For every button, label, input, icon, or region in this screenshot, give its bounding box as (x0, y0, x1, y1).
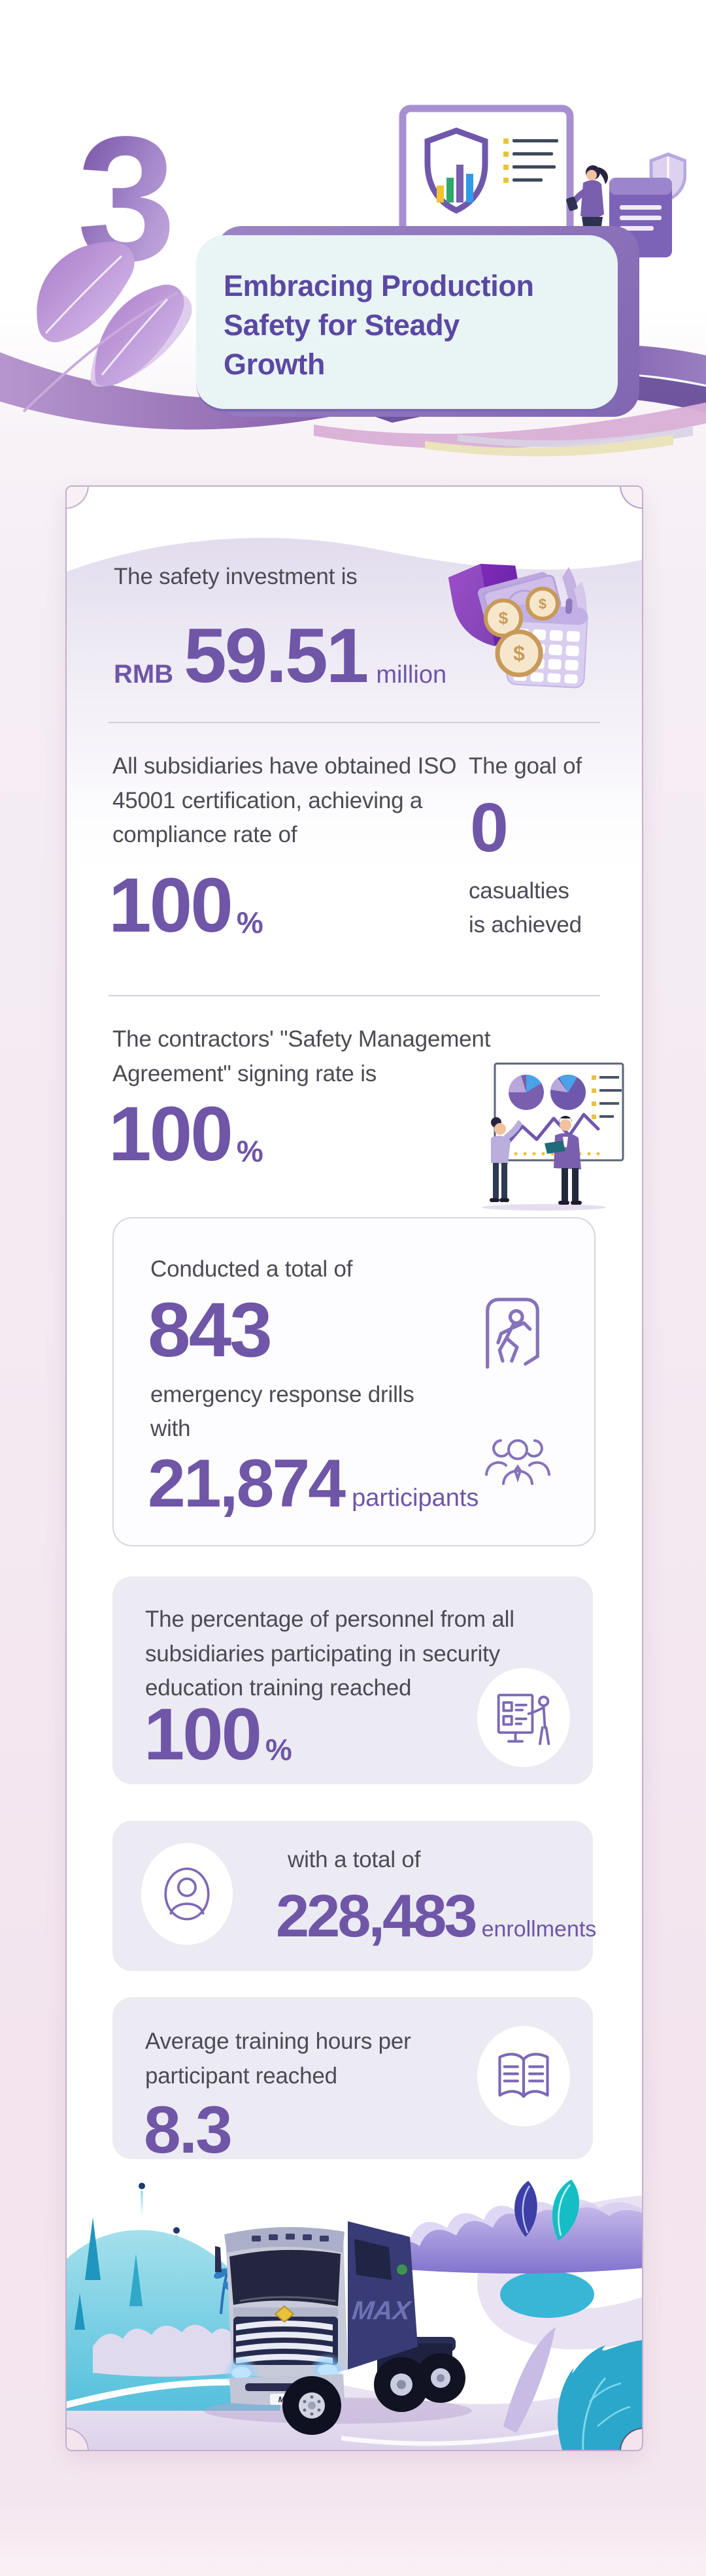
pine-tree (85, 2217, 101, 2280)
enrollments-lead: with a total of (288, 1847, 421, 1872)
casualties-lead: The goal of (469, 753, 582, 779)
eco-decal (397, 2264, 407, 2275)
truck-emblem (274, 2305, 295, 2323)
truck-side-label: MAX (350, 2296, 413, 2325)
hours-icon-circle (477, 2026, 570, 2127)
dollar-glyph: $ (539, 596, 546, 612)
drills-count: 843 (148, 1287, 273, 1373)
drills-box: Conducted a total of 843 emergency respo… (112, 1217, 596, 1546)
contractors-text: The contractors' "Safety Management Agre… (112, 1026, 491, 1086)
teal-corner-leaf (558, 2340, 642, 2450)
drills-mid-1: emergency response drills (150, 1382, 414, 1407)
pie-chart-icon (550, 1075, 586, 1110)
discussing-man (545, 1116, 582, 1205)
enrollments-icon-circle (141, 1843, 233, 1945)
pine-tree (75, 2293, 85, 2330)
participants-number: 21,874 (148, 1446, 346, 1522)
discussing-woman (490, 1117, 522, 1202)
monitor-icon (399, 105, 574, 278)
investment-unit: million (376, 661, 447, 689)
lavender-bush (93, 2324, 235, 2377)
casualties-tail-2: is achieved (469, 912, 582, 937)
investment-lead: The safety investment is (114, 564, 358, 589)
truck-illustration: MAX (204, 2221, 472, 2435)
title-line-1: Embracing Production (224, 269, 534, 302)
avg-hours-value: 8.3 (144, 2093, 233, 2167)
safety-dashboard-illustration (399, 105, 686, 278)
bullet-lines (592, 1075, 622, 1119)
enrollments-value: 228,483 enrollments (276, 1881, 596, 1946)
training-box: The percentage of personnel from all sub… (112, 1576, 593, 1784)
pie-chart-icon (508, 1075, 544, 1110)
pond (500, 2271, 594, 2318)
dollar-glyph: $ (499, 608, 509, 628)
windshield (229, 2249, 341, 2306)
headlight (318, 2364, 337, 2376)
contractors-illustration (482, 1062, 624, 1211)
participants-unit: participants (352, 1484, 479, 1512)
pine-tree (129, 2254, 143, 2306)
enrollments-icon (164, 1867, 210, 1921)
report-card: The safety investment is RMB 59.51 milli… (65, 485, 643, 2451)
drills-lead: Conducted a total of (150, 1256, 353, 1282)
training-value: 100 % (144, 1698, 292, 1771)
truck-landscape-illustration: MAX (67, 2179, 642, 2450)
investment-amount: 59.51 (184, 613, 369, 699)
lavender-blade (503, 2327, 556, 2433)
section-header-card: Embracing Production Safety for Steady G… (196, 235, 618, 412)
enrollments-number: 228,483 (276, 1883, 478, 1949)
title-line-2: Safety for Steady (224, 308, 460, 342)
leaf-decoration (22, 241, 192, 413)
investment-icon: $ $ $ (448, 563, 588, 689)
drills-mid-2: with (150, 1416, 191, 1441)
investment-value: RMB 59.51 million (114, 615, 446, 694)
line-chart-icon (505, 1113, 600, 1147)
iso-value: 100 % (109, 867, 263, 944)
enrollments-unit: enrollments (481, 1917, 597, 1942)
bush-front (374, 2207, 642, 2274)
leaf-indigo (514, 2181, 537, 2237)
checklist-lines (503, 139, 558, 183)
hours-icon (498, 2053, 549, 2098)
training-text: The percentage of personnel from all sub… (145, 1606, 514, 1701)
dollar-glyph: $ (513, 642, 525, 665)
drill-icon (486, 1297, 539, 1369)
divider-1 (109, 722, 600, 723)
training-icon-circle (477, 1668, 570, 1767)
sparkle-drop (139, 2183, 145, 2217)
sparkle-drop (173, 2227, 180, 2261)
drills-participants: 21,874 participants (148, 1448, 479, 1518)
contractors-number: 100 (109, 1091, 233, 1177)
title-line-3: Growth (224, 347, 326, 381)
avg-hours-text: Average training hours per participant r… (145, 2029, 411, 2089)
iso-percent: % (236, 905, 263, 939)
avg-hours-box: Average training hours per participant r… (112, 1997, 593, 2163)
casualties-tail-1: casualties (469, 877, 569, 904)
training-icon (497, 1693, 550, 1746)
section-title: Embracing Production Safety for Steady G… (224, 267, 534, 384)
casualties-number: 0 (470, 789, 509, 866)
side-window (354, 2239, 392, 2280)
mirror (215, 2246, 222, 2272)
headlight (231, 2367, 251, 2379)
training-number: 100 (144, 1693, 262, 1775)
divider-2 (109, 995, 600, 996)
contractors-percent: % (236, 1134, 263, 1168)
iso-number: 100 (109, 862, 233, 949)
casualties-block: The goal of 0 casualties is achieved (469, 749, 642, 943)
roof-visor (224, 2226, 345, 2253)
training-percent: % (265, 1733, 292, 1767)
investment-currency: RMB (114, 660, 174, 689)
participants-icon (485, 1439, 550, 1485)
coins: $ $ $ (484, 587, 560, 677)
grille (233, 2317, 338, 2365)
enrollments-box: with a total of 228,483 enrollments (112, 1821, 596, 1971)
iso-text: All subsidiaries have obtained ISO 45001… (112, 753, 457, 847)
contractors-value: 100 % (109, 1096, 263, 1173)
